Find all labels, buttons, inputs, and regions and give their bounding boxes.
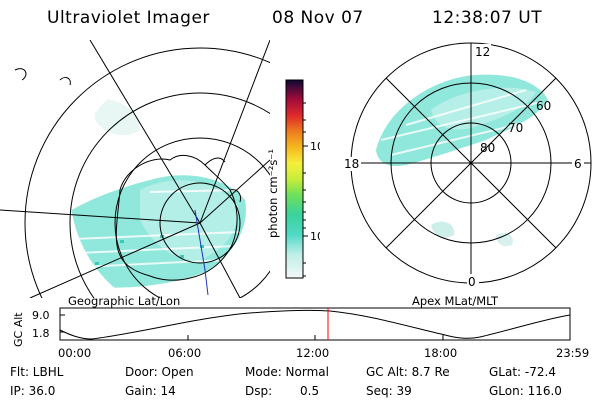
- colorbar-unit-label: photon cm⁻²s⁻¹: [266, 149, 280, 238]
- info-seq: Seq: 39: [366, 384, 412, 398]
- timeline-ylabel: GC Alt: [12, 312, 25, 347]
- timeline-xtick-1200: 12:00: [296, 346, 329, 360]
- track-line: [194, 209, 209, 296]
- colorbar-tick-10: 10: [310, 230, 320, 243]
- geographic-map: [0, 40, 270, 298]
- info-flt: Flt: LBHL: [10, 365, 64, 379]
- left-map-caption: Geographic Lat/Lon: [68, 294, 181, 308]
- colorbar: 100 10 photon cm⁻²s⁻¹: [266, 79, 320, 279]
- mlat-label-70: 70: [508, 121, 523, 135]
- date-label: 08 Nov 07: [272, 8, 364, 28]
- info-dsp-value: 0.5: [300, 384, 320, 398]
- info-gain: Gain: 14: [125, 384, 176, 398]
- magnetic-dial: 12 0 18 6 60 70 80: [343, 42, 592, 289]
- mlat-label-60: 60: [536, 99, 551, 113]
- right-dial-caption: Apex MLat/MLT: [412, 294, 499, 308]
- timeline-ytick-9: 9.0: [32, 309, 50, 322]
- timeline-xtick-1800: 18:00: [424, 346, 457, 360]
- time-label: 12:38:07 UT: [432, 8, 543, 28]
- colorbar-tick-100: 100: [310, 140, 320, 153]
- dial-grid: [350, 42, 592, 284]
- dial-aurora-image: [376, 74, 548, 247]
- info-glat: GLat: -72.4: [489, 365, 556, 379]
- aurora-image: [70, 99, 246, 288]
- info-gc-alt: GC Alt: 8.7 Re: [366, 365, 450, 379]
- info-door: Door: Open: [125, 365, 194, 379]
- timeline-xtick-2359: 23:59: [556, 346, 589, 360]
- info-glon: GLon: 116.0: [489, 384, 562, 398]
- mlt-label-18: 18: [344, 157, 359, 171]
- longitude-grid: [0, 40, 270, 298]
- timeline-xtick-0000: 00:00: [58, 346, 91, 360]
- mlt-label-6: 6: [574, 157, 582, 171]
- info-dsp-label: Dsp:: [245, 384, 273, 398]
- mlt-label-0: 0: [468, 275, 476, 289]
- app-title: Ultraviolet Imager: [47, 8, 210, 28]
- timeline-xtick-0600: 06:00: [168, 346, 201, 360]
- latitude-grid: [24, 47, 270, 298]
- mlt-label-12: 12: [475, 45, 490, 59]
- timeline-ytick-1: 1.8: [32, 327, 50, 340]
- coastline: [115, 154, 238, 281]
- altitude-timeline: GC Alt 9.0 1.8 00:00 06:00 12:00 18:00 2…: [12, 307, 589, 360]
- altitude-curve: [59, 309, 571, 340]
- info-ip: IP: 36.0: [10, 384, 56, 398]
- mlat-label-80: 80: [480, 141, 495, 155]
- info-mode: Mode: Normal: [245, 365, 329, 379]
